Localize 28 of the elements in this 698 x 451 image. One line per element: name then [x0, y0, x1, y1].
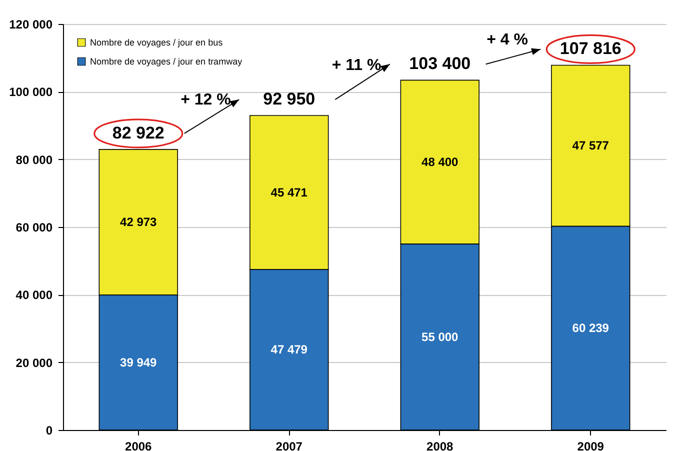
y-tick-label: 120 000	[9, 18, 53, 32]
data-label: 55 000	[422, 330, 459, 344]
legend-label: Nombre de voyages / jour en bus	[90, 38, 224, 48]
y-tick-label: 0	[46, 424, 53, 438]
total-label: 82 922	[112, 123, 164, 142]
annotation: + 11 %	[332, 56, 382, 74]
data-label: 45 471	[270, 185, 308, 200]
data-label: 48 400	[422, 155, 459, 170]
annotation: + 4 %	[486, 32, 528, 49]
y-tick-label: 60 000	[16, 220, 53, 234]
data-label: 60 239	[572, 321, 610, 336]
x-tick-label: 2009	[577, 440, 604, 451]
data-label: 39 949	[120, 355, 158, 370]
x-tick-label: 2007	[276, 440, 303, 451]
y-tick-label: 100 000	[9, 85, 53, 100]
legend-label: Nombre de voyages / jour en tramway	[90, 56, 243, 66]
data-label: 47 479	[270, 342, 308, 357]
total-label: 103 400	[409, 54, 471, 74]
data-label: 47 577	[572, 138, 610, 153]
y-tick-label: 40 000	[16, 288, 53, 302]
y-tick-label: 20 000	[16, 356, 53, 370]
total-label: 107 816	[560, 39, 622, 58]
x-tick-label: 2006	[125, 440, 152, 451]
y-tick-label: 80 000	[16, 152, 53, 167]
total-label: 92 950	[263, 90, 316, 109]
x-tick-label: 2008	[426, 440, 454, 451]
data-label: 42 973	[120, 215, 158, 230]
annotation: + 12 %	[180, 91, 231, 108]
